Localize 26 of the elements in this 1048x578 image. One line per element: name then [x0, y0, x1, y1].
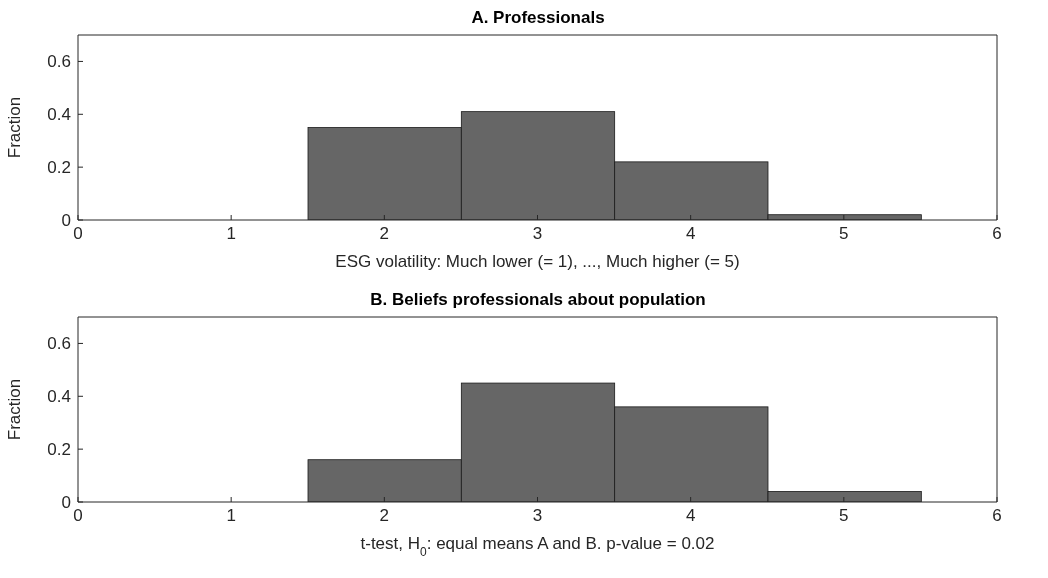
x-axis-title: ESG volatility: Much lower (= 1), ..., Much higher (= 5) — [335, 252, 740, 271]
y-axis-title: Fraction — [5, 96, 25, 159]
y-tick-label: 0.4 — [47, 105, 71, 125]
x-tick-label: 4 — [685, 506, 696, 526]
x-tick-label: 5 — [839, 506, 849, 526]
x-tick-label: 4 — [685, 224, 696, 244]
x-tick-label: 1 — [226, 224, 236, 244]
x-tick-label: 6 — [992, 506, 1002, 526]
x-tick-label: 2 — [379, 506, 390, 526]
y-axis-title: Fraction — [5, 378, 25, 441]
x-tick-label: 3 — [532, 506, 543, 526]
x-tick-label: 2 — [379, 224, 390, 244]
y-tick-label: 0.2 — [47, 440, 71, 460]
x-tick-label: 1 — [226, 506, 236, 526]
chart-title: B. Beliefs professionals about population — [369, 290, 707, 310]
x-tick-label: 5 — [839, 224, 849, 244]
y-tick-label: 0.6 — [47, 334, 71, 354]
y-tick-label: 0.4 — [47, 387, 71, 407]
y-tick-label: 0 — [61, 493, 71, 513]
y-tick-label: 0 — [61, 211, 71, 231]
y-tick-label: 0.2 — [47, 158, 71, 178]
x-tick-label: 6 — [992, 224, 1002, 244]
chart-title: A. Professionals — [470, 8, 606, 28]
x-tick-label: 3 — [532, 224, 543, 244]
x-axis-title: t-test, H$_{0}$: equal means A and B. p-value = 0.02 — [360, 534, 715, 559]
y-tick-label: 0.6 — [47, 52, 71, 72]
